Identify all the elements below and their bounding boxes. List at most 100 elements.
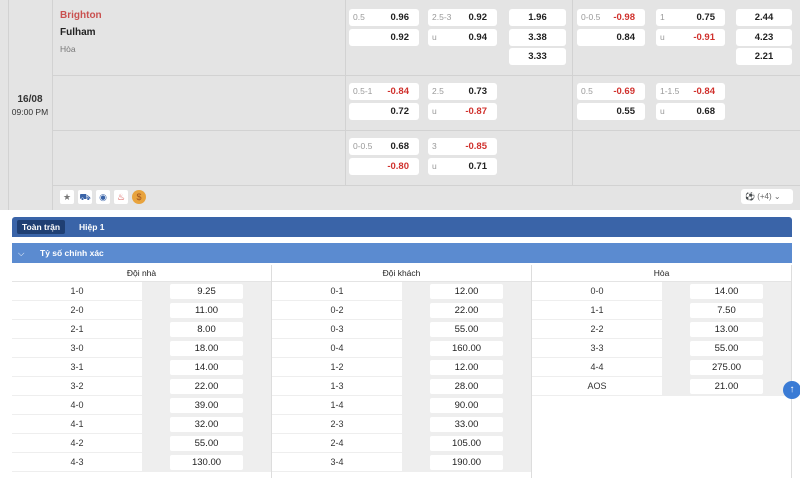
divider: [52, 130, 800, 131]
odds-cell[interactable]: 2.44: [736, 9, 792, 26]
tab-full-match[interactable]: Toàn trận: [17, 220, 66, 234]
table-row: 0-1 12.00: [272, 282, 531, 301]
odds-button[interactable]: 160.00: [430, 341, 503, 356]
score-label: 1-4: [330, 400, 344, 410]
table-row: 3-2 22.00: [12, 377, 271, 396]
odds-cell[interactable]: 1 0.75: [656, 9, 725, 26]
odds-cell[interactable]: u -0.91: [656, 28, 725, 46]
match-datetime: 16/08 09:00 PM: [8, 94, 52, 117]
odds-button[interactable]: 7.50: [690, 303, 763, 318]
odds-button[interactable]: 28.00: [430, 379, 503, 394]
odds-button[interactable]: 130.00: [170, 455, 243, 470]
odds-line: u: [660, 31, 665, 42]
odds-cell[interactable]: 1-1.5 -0.84: [656, 83, 725, 100]
odds-cell[interactable]: u 0.68: [656, 102, 725, 120]
table-row: 2-1 8.00: [12, 320, 271, 339]
odds-area: 22.00: [142, 377, 271, 396]
odds-button[interactable]: 8.00: [170, 322, 243, 337]
score-label: 4-2: [70, 438, 84, 448]
odds-cell[interactable]: 3 -0.85: [428, 138, 497, 155]
bus-icon[interactable]: ⛟: [78, 190, 92, 204]
odds-cell[interactable]: -0.80: [349, 157, 419, 175]
coin-icon[interactable]: $: [132, 190, 146, 204]
score-label: 0-2: [330, 305, 344, 315]
odds-button[interactable]: 14.00: [690, 284, 763, 299]
odds-area: 14.00: [142, 358, 271, 377]
odds-cell[interactable]: 2.21: [736, 48, 792, 65]
odds-button[interactable]: 33.00: [430, 417, 503, 432]
odds-area: 13.00: [662, 320, 791, 339]
column-header: Đội nhà: [12, 265, 271, 282]
odds-button[interactable]: 11.00: [170, 303, 243, 318]
arrow-up-icon: ↑: [789, 384, 795, 395]
odds-cell[interactable]: 0-0.5 -0.98: [577, 9, 645, 26]
odds-area: 55.00: [142, 434, 271, 453]
odds-cell[interactable]: 3.33: [509, 48, 566, 65]
fire-icon[interactable]: ♨: [114, 190, 128, 204]
odds-button[interactable]: 12.00: [430, 284, 503, 299]
odds-value: 0.71: [468, 160, 488, 172]
odds-cell[interactable]: 0.84: [577, 28, 645, 46]
odds-button[interactable]: 55.00: [170, 436, 243, 451]
odds-value: 0.94: [468, 31, 488, 43]
tab-first-half[interactable]: Hiệp 1: [79, 222, 105, 232]
table-row: 2-2 13.00: [532, 320, 791, 339]
score-label: 2-2: [590, 324, 604, 334]
table-row: 2-3 33.00: [272, 415, 531, 434]
odds-line: 0-0.5: [581, 12, 601, 22]
odds-cell[interactable]: 2.5-3 0.92: [428, 9, 497, 26]
scroll-top-button[interactable]: ↑: [783, 381, 800, 399]
odds-cell[interactable]: 1.96: [509, 9, 566, 26]
odds-button[interactable]: 18.00: [170, 341, 243, 356]
odds-button[interactable]: 105.00: [430, 436, 503, 451]
odds-cell[interactable]: 0.5 0.96: [349, 9, 419, 26]
table-row: 1-0 9.25: [12, 282, 271, 301]
odds-cell[interactable]: u 0.94: [428, 28, 497, 46]
divider: [52, 0, 53, 210]
odds-cell[interactable]: 0.5-1 -0.84: [349, 83, 419, 100]
eye-icon[interactable]: ◉: [96, 190, 110, 204]
odds-cell[interactable]: 0.92: [349, 28, 419, 46]
odds-button[interactable]: 21.00: [690, 379, 763, 394]
odds-value: -0.69: [613, 86, 635, 97]
score-column: Đội khách 0-1 12.00 0-2 22.00 0-3 55.00 0-4 160.…: [272, 265, 532, 478]
odds-cell[interactable]: 3.38: [509, 28, 566, 46]
odds-button[interactable]: 14.00: [170, 360, 243, 375]
odds-cell[interactable]: u -0.87: [428, 102, 497, 120]
odds-button[interactable]: 12.00: [430, 360, 503, 375]
odds-button[interactable]: 32.00: [170, 417, 243, 432]
more-markets-button[interactable]: ⚽ (+4) ⌄: [741, 189, 793, 204]
divider: [345, 0, 346, 185]
odds-button[interactable]: 55.00: [690, 341, 763, 356]
odds-area: 190.00: [402, 453, 531, 472]
odds-cell[interactable]: 4.23: [736, 28, 792, 46]
star-icon[interactable]: ★: [60, 190, 74, 204]
section-header[interactable]: ⌵ Tỷ số chính xác: [12, 243, 792, 263]
odds-button[interactable]: 22.00: [170, 379, 243, 394]
odds-cell[interactable]: u 0.71: [428, 157, 497, 175]
odds-button[interactable]: 9.25: [170, 284, 243, 299]
odds-cell[interactable]: 0-0.5 0.68: [349, 138, 419, 155]
odds-button[interactable]: 275.00: [690, 360, 763, 375]
odds-button[interactable]: 39.00: [170, 398, 243, 413]
odds-cell[interactable]: 0.5 -0.69: [577, 83, 645, 100]
odds-cell[interactable]: 0.55: [577, 102, 645, 120]
odds-button[interactable]: 13.00: [690, 322, 763, 337]
odds-value: -0.84: [693, 86, 715, 97]
odds-button[interactable]: 55.00: [430, 322, 503, 337]
odds-value: -0.98: [613, 12, 635, 23]
chevron-down-icon[interactable]: ⌵: [18, 248, 25, 258]
home-team[interactable]: Brighton: [60, 10, 102, 21]
odds-button[interactable]: 90.00: [430, 398, 503, 413]
odds-value: 0.55: [616, 105, 636, 117]
odds-line: 2.5: [432, 86, 444, 96]
score-label: 1-0: [70, 286, 84, 296]
odds-cell[interactable]: 2.5 0.73: [428, 83, 497, 100]
match-time: 09:00 PM: [11, 107, 49, 117]
table-row: 4-1 32.00: [12, 415, 271, 434]
match-odds-panel: 16/08 09:00 PM Brighton Fulham Hòa 0.5 0.…: [0, 0, 800, 210]
odds-button[interactable]: 190.00: [430, 455, 503, 470]
away-team[interactable]: Fulham: [60, 27, 96, 38]
odds-button[interactable]: 22.00: [430, 303, 503, 318]
odds-cell[interactable]: 0.72: [349, 102, 419, 120]
